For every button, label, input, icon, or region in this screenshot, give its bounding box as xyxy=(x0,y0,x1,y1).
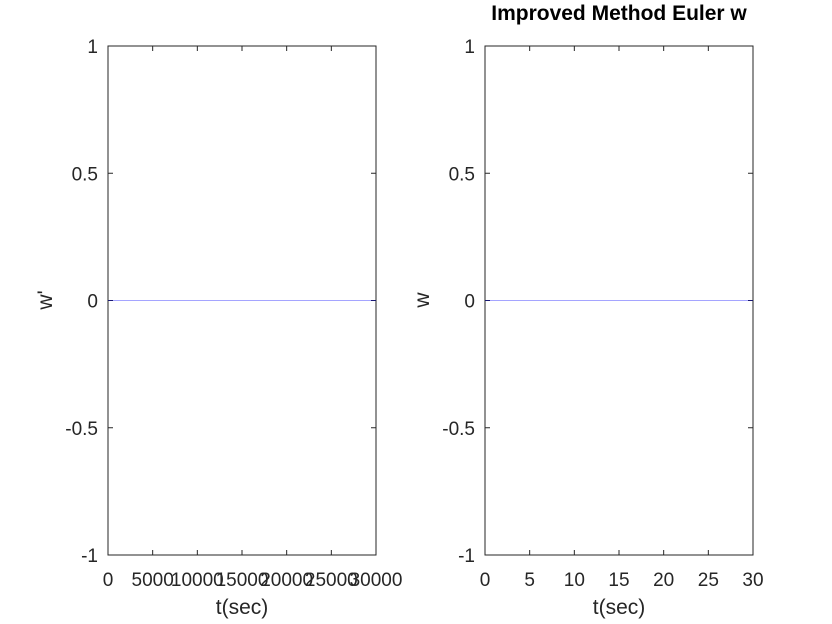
left-y-tick-label: -0.5 xyxy=(65,419,98,440)
right-x-tick-label: 15 xyxy=(608,570,629,591)
left-y-tick-label: 0.5 xyxy=(72,164,98,185)
right-y-tick-label: 0.5 xyxy=(449,164,475,185)
right-y-tick-label: 1 xyxy=(464,37,475,58)
left-y-tick-label: -1 xyxy=(81,546,98,567)
right-y-tick-label: 0 xyxy=(464,292,475,313)
left-y-tick-label: 1 xyxy=(87,37,98,58)
right-x-axis-label: t(sec) xyxy=(593,596,646,619)
left-x-tick-label: 0 xyxy=(103,570,114,591)
right-plot-title: Improved Method Euler w xyxy=(491,2,747,25)
left-x-tick-label: 25000 xyxy=(305,570,358,591)
right-y-tick-label: -0.5 xyxy=(442,419,475,440)
left-x-tick-label: 15000 xyxy=(216,570,269,591)
left-x-tick-label: 10000 xyxy=(171,570,224,591)
left-y-tick-label: 0 xyxy=(87,292,98,313)
right-x-tick-label: 10 xyxy=(564,570,585,591)
right-x-tick-label: 5 xyxy=(524,570,535,591)
right-y-axis-label: w xyxy=(411,292,434,309)
right-plot-panel: Improved Method Euler w 0 5 10 15 20 25 30-1-0… xyxy=(411,2,764,619)
left-y-axis-label: w' xyxy=(34,290,57,310)
right-x-tick-label: 30 xyxy=(742,570,763,591)
left-x-tick-label: 20000 xyxy=(260,570,313,591)
right-x-tick-label: 25 xyxy=(698,570,719,591)
left-x-tick-label: 5000 xyxy=(132,570,174,591)
right-x-tick-label: 0 xyxy=(480,570,491,591)
right-y-tick-label: -1 xyxy=(458,546,475,567)
right-x-tick-label: 20 xyxy=(653,570,674,591)
left-x-tick-label: 30000 xyxy=(350,570,403,591)
right-plot-area: 0 5 10 15 20 25 30 -1 -0.5 0 0.5 1 xyxy=(442,37,763,591)
left-x-axis-label: t(sec) xyxy=(216,596,269,619)
